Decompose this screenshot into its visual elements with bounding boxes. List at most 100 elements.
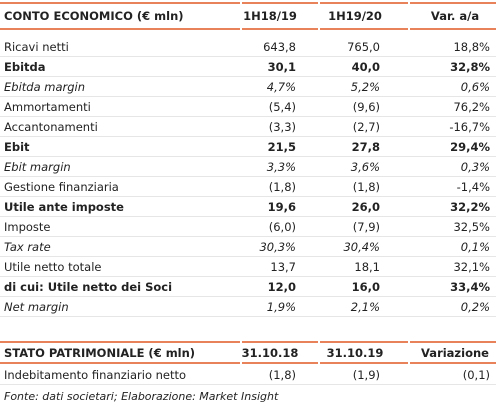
cell: -1,4% [456,180,490,194]
header-cell: 1H18/19 [243,9,297,23]
cell: 643,8 [263,40,296,54]
cell: 32,2% [450,200,490,214]
header-cell: CONTO ECONOMICO (€ mln) [4,9,184,23]
cell: 765,0 [347,40,380,54]
cell: 12,0 [267,280,296,294]
rule [320,2,408,4]
cell: 32,8% [450,60,490,74]
row-line [0,56,496,57]
rule [242,28,318,30]
rule [0,28,240,30]
rule [0,362,240,364]
header-cell: 1H19/20 [328,9,382,23]
header-cell: Var. a/a [430,9,480,23]
row-label: di cui: Utile netto dei Soci [4,280,173,294]
rule [0,341,240,343]
rule [410,2,496,4]
rule [242,362,318,364]
cell: (2,7) [352,120,380,134]
row-line [0,216,496,217]
row-line [0,136,496,137]
cell: 30,1 [267,60,296,74]
cell: (5,4) [268,100,296,114]
cell: (1,9) [352,368,380,382]
rule [320,341,408,343]
source: Fonte: dati societari; Elaborazione: Mar… [4,390,279,403]
rule [410,28,496,30]
header-cell: Variazione [421,346,489,360]
rule [320,28,408,30]
cell: 32,1% [453,260,490,274]
cell: 3,6% [350,160,380,174]
cell: -16,7% [449,120,490,134]
row-line [0,276,496,277]
cell: 0,3% [460,160,490,174]
cell: 29,4% [450,140,490,154]
cell: 19,6 [267,200,296,214]
row-line [0,316,496,317]
row-line [0,116,496,117]
row-label: Ammortamenti [4,100,91,114]
row-line [0,196,496,197]
cell: 30,4% [343,240,380,254]
cell: 40,0 [351,60,380,74]
header-cell: STATO PATRIMONIALE (€ mln) [4,346,196,360]
row-line [0,176,496,177]
cell: (7,9) [352,220,380,234]
cell: 30,3% [259,240,296,254]
cell: 0,2% [460,300,490,314]
cell: 26,0 [351,200,380,214]
row-label: Net margin [4,300,69,314]
cell: 0,6% [460,80,490,94]
cell: (1,8) [352,180,380,194]
cell: 3,3% [266,160,296,174]
rule [0,2,240,4]
rule [320,362,408,364]
cell: (1,8) [268,368,296,382]
row-line [0,256,496,257]
cell: 13,7 [270,260,296,274]
row-label: Ricavi netti [4,40,69,54]
row-label: Ebit [4,140,30,154]
row-line [0,76,496,77]
cell: 4,7% [266,80,296,94]
cell: 18,1 [354,260,380,274]
row-label: Accantonamenti [4,120,98,134]
row-line [0,236,496,237]
cell: (9,6) [352,100,380,114]
row-label: Imposte [4,220,51,234]
cell: 76,2% [453,100,490,114]
row-line [0,96,496,97]
cell: 0,1% [460,240,490,254]
cell: (1,8) [268,180,296,194]
rule [242,2,318,4]
row-label: Utile ante imposte [4,200,124,214]
cell: 32,5% [453,220,490,234]
cell: 27,8 [351,140,380,154]
cell: 2,1% [350,300,380,314]
rule [410,362,496,364]
cell: 5,2% [350,80,380,94]
cell: (3,3) [268,120,296,134]
row-line [0,156,496,157]
header-cell: 31.10.18 [241,346,299,360]
rule [410,341,496,343]
cell: 21,5 [267,140,296,154]
cell: 18,8% [453,40,490,54]
header-cell: 31.10.19 [326,346,384,360]
cell: 16,0 [351,280,380,294]
row-line [0,384,496,385]
cell: (0,1) [462,368,490,382]
row-label: Ebit margin [4,160,71,174]
rule [242,341,318,343]
cell: (6,0) [268,220,296,234]
row-line [0,296,496,297]
row-label: Ebitda margin [4,80,86,94]
row-label: Utile netto totale [4,260,102,274]
row-label: Ebitda [4,60,46,74]
row-label: Gestione finanziaria [4,180,119,194]
cell: 1,9% [266,300,296,314]
cell: 33,4% [450,280,490,294]
row-label: Tax rate [4,240,51,254]
